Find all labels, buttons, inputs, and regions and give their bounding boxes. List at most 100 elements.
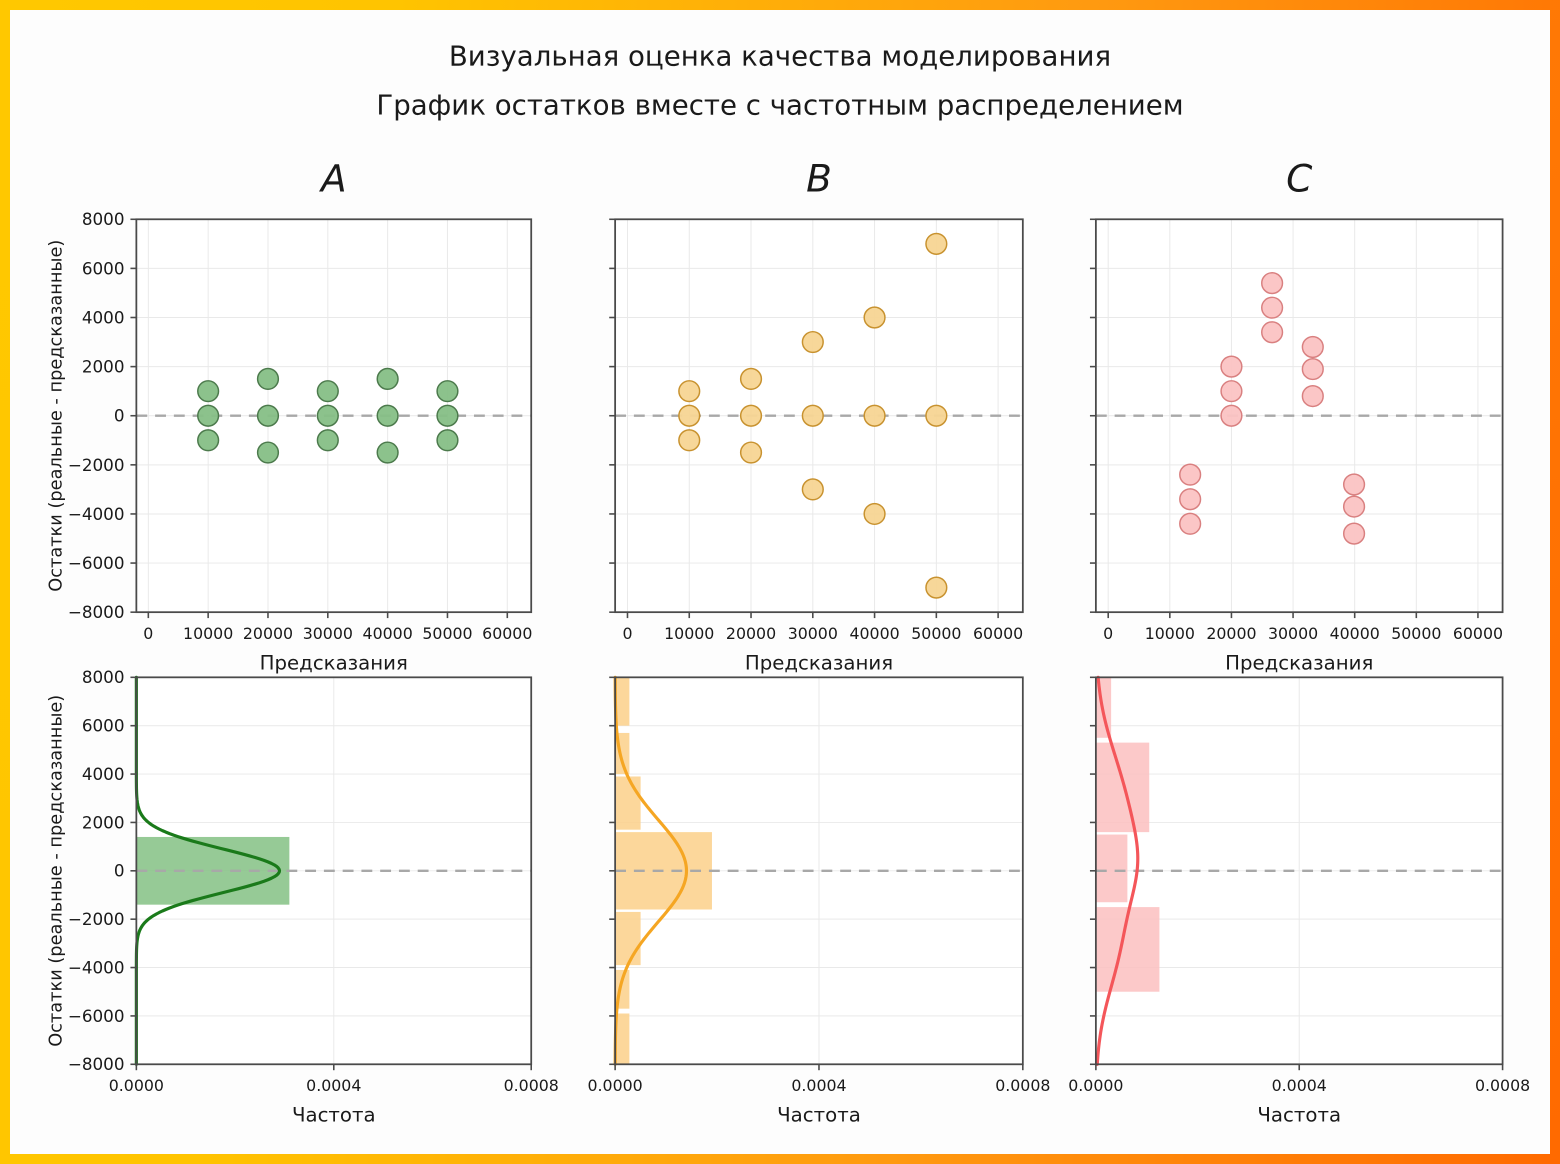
y-tick-label: 2000 [82,812,125,832]
x-tick-label: 40000 [1330,624,1380,643]
scatter-point [1179,512,1202,535]
x-tick-label: 30000 [1268,624,1318,643]
scatter-point [925,576,948,599]
histogram-panel-B-hist: 0.0000 0.0004 0.0008 Частота [588,675,1050,1127]
scatter-point [863,502,886,526]
figure-canvas: Визуальная оценка качества моделирования… [46,39,1530,1127]
panel-title-a: A [319,157,347,201]
y-tick-label: −2000 [68,455,125,475]
x-tick-label: 10000 [183,624,233,643]
y-tick-label: 0 [114,406,125,426]
scatter-point [1179,463,1202,486]
scatter-point [925,232,948,255]
scatter-point [197,380,220,403]
x-tick-label: 0.0004 [306,1076,361,1095]
x-tick-label: 0.0004 [791,1076,846,1095]
x-tick-label: 50000 [1391,624,1441,643]
scatter-x-axis-label: Предсказания [260,651,408,674]
scatter-point [1342,522,1366,545]
scatter-point [316,429,339,452]
scatter-point [1261,321,1284,344]
x-tick-label: 30000 [788,624,838,643]
x-tick-label: 0 [622,624,632,643]
scatter-point [739,367,763,390]
x-tick-label: 0 [143,624,153,643]
x-tick-label: 20000 [726,624,776,643]
y-tick-label: 8000 [82,667,125,687]
scatter-point [256,441,280,464]
scatter-panel-A: 0 10000 20000 30000 40000 50000 60000800060004… [46,157,532,675]
x-tick-label: 40000 [849,624,899,643]
scatter-x-axis-label: Предсказания [1225,651,1373,674]
scatter-panel-B: 0 10000 20000 30000 40000 50000 60000 B Предсказ… [609,157,1024,674]
y-tick-label: 2000 [82,357,125,377]
x-tick-label: 0 [1103,624,1113,643]
scatter-point [801,404,824,427]
scatter-point [1301,357,1324,381]
scatter-panel-C: 0 10000 20000 30000 40000 50000 60000 C Предсказ… [1089,157,1504,674]
x-tick-label: 10000 [1145,624,1195,643]
x-tick-label: 20000 [243,624,293,643]
hist-x-axis-label: Частота [292,1104,376,1127]
scatter-point [256,404,280,427]
scatter-point [1179,488,1202,511]
scatter-point [256,367,280,390]
x-tick-label: 10000 [664,624,714,643]
scatter-point [801,478,824,501]
scatter-point [925,404,948,427]
y-tick-label: −8000 [68,602,125,622]
hist-x-axis-label: Частота [1257,1104,1341,1127]
y-tick-label: 4000 [82,307,125,327]
x-tick-label: 0.0000 [109,1076,164,1095]
hist-x-axis-label: Частота [777,1104,861,1127]
scatter-y-axis-label: Остатки (реальные - предсказанные) [46,240,66,592]
kde-curve [613,675,689,1066]
figure-title-line-1: Визуальная оценка качества моделирования [449,39,1111,72]
y-tick-label: −6000 [68,553,125,573]
y-tick-label: −4000 [68,504,125,524]
scatter-point [436,404,459,427]
scatter-x-axis-label: Предсказания [745,651,893,674]
scatter-point [678,380,701,403]
scatter-point [316,404,339,427]
x-tick-label: 60000 [482,624,532,643]
histogram-bar [1095,742,1150,833]
panel-title-b: B [806,157,832,201]
histogram-bar [615,1013,630,1065]
scatter-point [1301,335,1324,359]
y-tick-label: −8000 [68,1054,125,1074]
x-tick-label: 0.0000 [588,1076,643,1095]
y-tick-label: 8000 [82,209,125,229]
scatter-point [801,330,824,354]
scatter-point [739,441,763,464]
histogram-bar [615,776,641,830]
scatter-point [863,404,886,427]
x-tick-label: 60000 [973,624,1023,643]
scatter-point [436,429,459,452]
x-tick-label: 0.0008 [1475,1076,1530,1095]
scatter-point [678,429,701,452]
scatter-point [376,367,399,390]
scatter-point [376,404,399,427]
y-tick-label: 6000 [82,258,125,278]
y-tick-label: −6000 [68,1006,125,1026]
y-tick-label: −4000 [68,957,125,977]
scatter-point [316,380,339,403]
histogram-bar [615,677,630,726]
y-tick-label: 4000 [82,764,125,784]
scatter-point [436,380,459,403]
hist-y-axis-label: Остатки (реальные - предсказанные) [46,695,66,1047]
kde-curve [1095,675,1140,1066]
histogram-bar [615,911,641,966]
panel-title-c: C [1286,157,1313,201]
scatter-point [197,404,220,427]
scatter-point [1301,384,1324,408]
scatter-point [1261,272,1284,295]
scatter-point [1220,404,1243,427]
scatter-point [376,441,399,464]
histogram-panel-C-hist: 0.0000 0.0004 0.0008 Частота [1068,675,1530,1127]
x-tick-label: 30000 [303,624,353,643]
y-tick-label: 6000 [82,716,125,736]
x-tick-label: 0.0008 [504,1076,559,1095]
